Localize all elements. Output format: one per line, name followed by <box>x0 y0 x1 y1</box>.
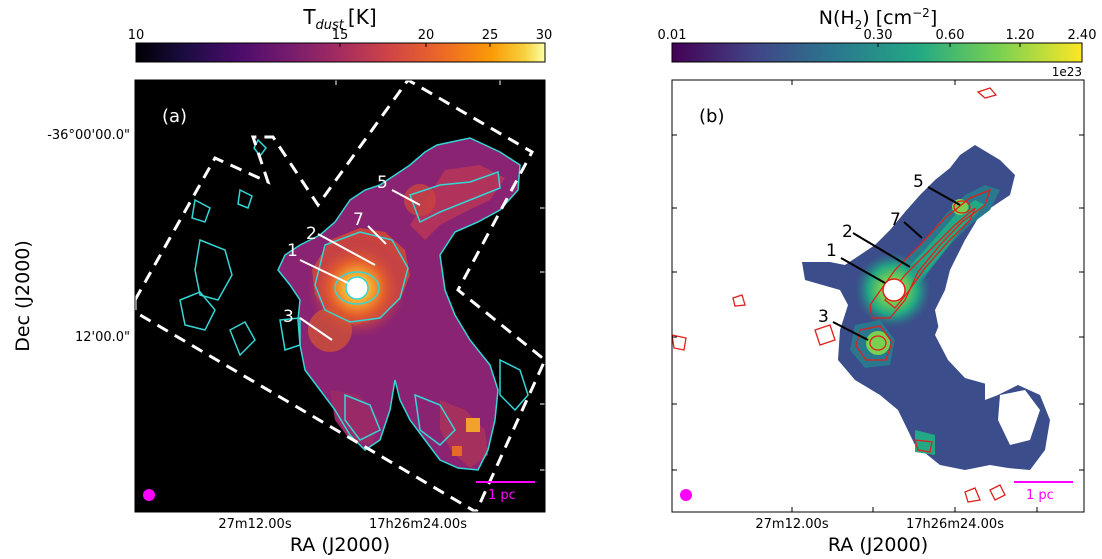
y-tick-label: -36°00'00.0" <box>47 128 130 143</box>
source-label-7: 7 <box>353 210 364 230</box>
colorbar-title-tdust: Tdust [K] <box>302 5 376 33</box>
scalebar-label-a: 1 pc <box>488 488 516 503</box>
temperature-contours <box>179 137 529 471</box>
colorbar-tick-label: 25 <box>482 28 499 43</box>
x-axis-label-b: RA (J2000) <box>828 534 928 556</box>
colorbar-tick-label: 2.40 <box>1068 28 1097 43</box>
colorbar-title-main: T <box>302 5 316 29</box>
colorbar-tick-label: 0.60 <box>936 28 965 43</box>
beam-marker-a <box>143 489 155 501</box>
x-tick-label: 27m12.00s <box>218 517 291 532</box>
source-label-3: 3 <box>818 307 829 327</box>
colorbar-title-subscript: 2 <box>855 18 863 32</box>
source-label-2: 2 <box>306 224 317 244</box>
colorbar-title-unit: ) [cm <box>862 7 912 29</box>
colorbar-column-density: N(H2) [cm−2] 0.01 0.30 0.60 1.20 2.40 1e… <box>658 6 1097 79</box>
panel-label-b: (b) <box>699 106 724 127</box>
axis-ticks-b <box>672 80 1084 512</box>
colorbar-title-subscript: dust <box>316 18 345 33</box>
panel-b: N(H2) [cm−2] 0.01 0.30 0.60 1.20 2.40 1e… <box>658 6 1097 556</box>
axis-ticks-a <box>135 80 545 512</box>
source-label-3: 3 <box>283 307 294 327</box>
x-tick-label: 17h26m24.00s <box>906 517 1004 532</box>
scalebar-label-b: 1 pc <box>1026 488 1054 503</box>
panel-label-a: (a) <box>162 106 187 127</box>
colorbar-title-nh2: N(H2) [cm−2] <box>819 6 938 32</box>
colorbar-title-end: ] <box>930 7 937 29</box>
central-source-marker <box>345 276 369 300</box>
colorbar-title-exponent: −2 <box>912 6 930 20</box>
source-pointers <box>832 186 961 341</box>
y-axis-label: Dec (J2000) <box>12 240 34 352</box>
beam-marker-b <box>680 489 692 501</box>
central-source-marker <box>882 278 906 302</box>
x-tick-label: 27m12.00s <box>755 517 828 532</box>
source-label-1: 1 <box>287 241 298 261</box>
colorbar-tick-label: 1.20 <box>1006 28 1035 43</box>
colorbar-title-unit: [K] <box>348 5 377 29</box>
source-label-2: 2 <box>842 222 853 242</box>
dust-temperature-map <box>135 80 545 512</box>
colorbar-tdust: Tdust [K] 10 15 20 25 30 <box>128 5 553 63</box>
colorbar-tick-label: 20 <box>418 28 435 43</box>
colorbar-gradient <box>671 42 1083 63</box>
panel-a: Tdust [K] 10 15 20 25 30 <box>12 5 552 556</box>
colorbar-offset-text: 1e23 <box>1052 65 1082 79</box>
map-border-a <box>134 79 546 513</box>
x-tick-label: 17h26m24.00s <box>369 517 467 532</box>
colorbar-tick-label: 0.30 <box>864 28 893 43</box>
source-pointers <box>299 189 421 341</box>
colorbar-title-main: N(H <box>819 7 855 29</box>
density-contours <box>672 87 1006 503</box>
source-label-5: 5 <box>377 173 388 193</box>
colorbar-tick-label: 0.01 <box>658 28 687 43</box>
column-density-map <box>672 87 1050 503</box>
source-label-5: 5 <box>913 172 924 192</box>
source-label-7: 7 <box>890 210 901 230</box>
x-axis-label-a: RA (J2000) <box>290 534 390 556</box>
map-border-b <box>671 79 1085 513</box>
y-tick-label: 12'00.0" <box>75 330 130 345</box>
source-label-1: 1 <box>826 241 837 261</box>
colorbar-tick-label: 10 <box>128 28 145 43</box>
colorbar-tick-label: 30 <box>536 28 553 43</box>
observation-footprint <box>135 80 545 512</box>
colorbar-tick-label: 15 <box>332 28 349 43</box>
